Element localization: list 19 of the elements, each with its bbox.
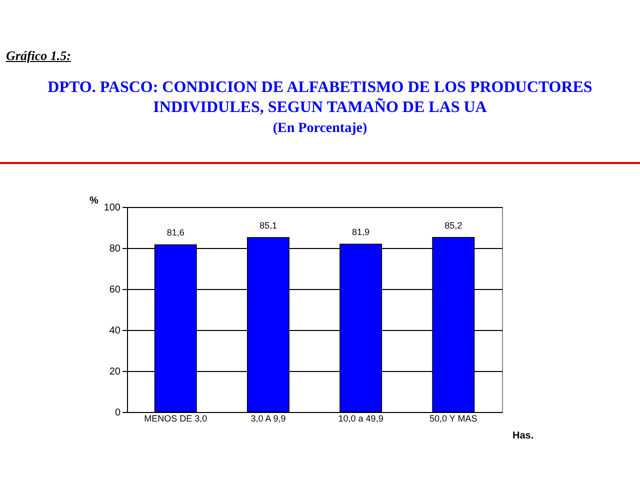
x-axis-title: Has. bbox=[512, 430, 534, 442]
y-tick-label: 0 bbox=[114, 408, 121, 418]
y-tick-label: 80 bbox=[109, 244, 121, 254]
data-label: 81,9 bbox=[352, 227, 370, 238]
y-tick-label: 60 bbox=[109, 284, 121, 296]
x-tick-label: 3,0 A 9,9 bbox=[250, 414, 286, 424]
data-label: 81,6 bbox=[166, 228, 184, 238]
text: Gráfico 1.5: bbox=[6, 48, 71, 64]
data-label: 85,1 bbox=[259, 220, 277, 231]
chart-title: DPTO. PASCO: CONDICION DE ALFABETISMO DE LOS PRODUCTORES INDIVIDULES, SEGUN TAMAÑO DE LAS UA bbox=[46, 78, 594, 118]
x-tick-label: 10,0 a 49,9 bbox=[338, 414, 384, 424]
chart-subtitle: (En Porcentaje) bbox=[272, 121, 368, 136]
x-tick-label: 50,0 Y MAS bbox=[430, 414, 478, 424]
y-tick-label: 40 bbox=[109, 326, 121, 336]
x-tick-label: MENOS DE 3,0 bbox=[144, 414, 208, 424]
y-tick-label: 20 bbox=[109, 366, 121, 378]
y-axis-title: % bbox=[90, 196, 98, 206]
data-label: 85,2 bbox=[444, 220, 462, 230]
y-tick-label: 100 bbox=[104, 202, 121, 214]
